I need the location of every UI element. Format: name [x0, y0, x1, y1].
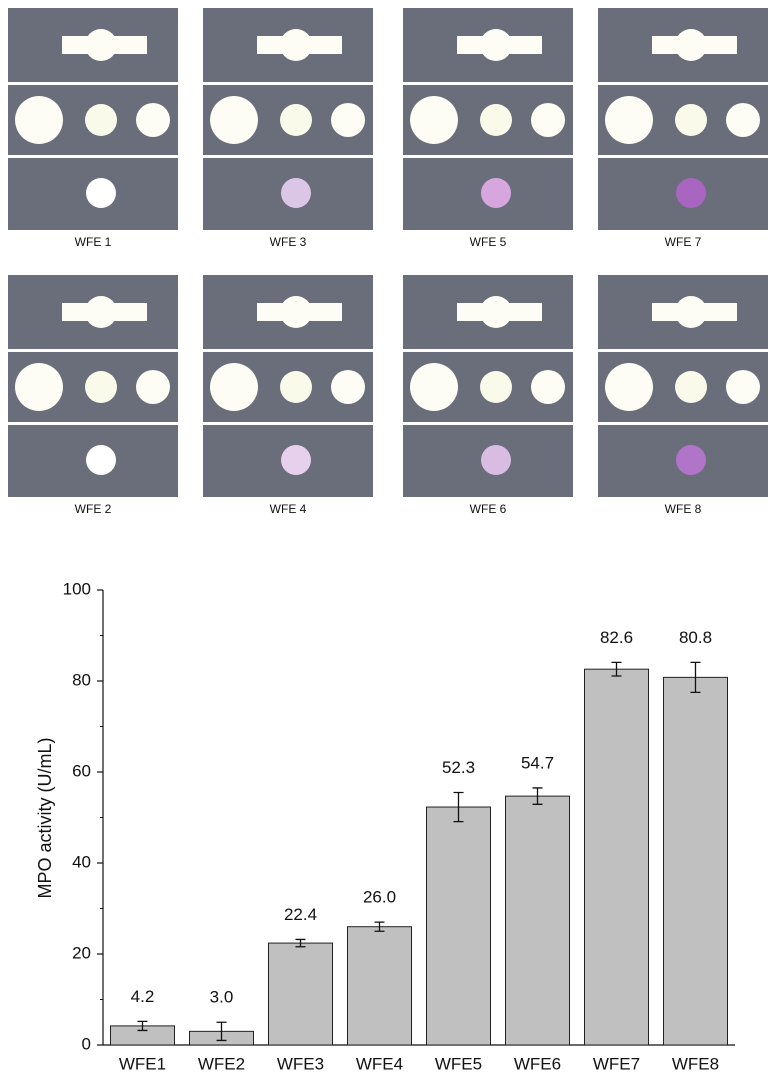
- x-tick-label: WFE6: [514, 1054, 561, 1073]
- well: [210, 96, 258, 144]
- error-bar: [532, 787, 543, 805]
- test-strip: [203, 8, 373, 230]
- reaction-well: [481, 445, 511, 475]
- reaction-well: [676, 178, 706, 208]
- reaction-well: [481, 178, 511, 208]
- well: [331, 103, 365, 137]
- value-label: 80.8: [679, 628, 712, 647]
- well: [675, 371, 707, 403]
- y-tick-label: 60: [72, 761, 91, 780]
- well: [605, 363, 653, 411]
- slot-hole: [85, 296, 117, 328]
- test-strip: [203, 275, 373, 497]
- photo-label: WFE 7: [665, 235, 702, 249]
- well: [531, 370, 565, 404]
- test-strip: [598, 275, 768, 497]
- x-tick-label: WFE8: [672, 1054, 719, 1073]
- well: [136, 103, 170, 137]
- well: [85, 104, 117, 136]
- reaction-well: [86, 445, 116, 475]
- error-bar: [690, 661, 701, 694]
- photo-label: WFE 6: [470, 502, 507, 516]
- well: [15, 363, 63, 411]
- value-label: 26.0: [363, 888, 396, 907]
- error-bar: [374, 921, 385, 932]
- well: [136, 370, 170, 404]
- well: [85, 371, 117, 403]
- x-tick-label: WFE2: [198, 1054, 245, 1073]
- bar: [347, 926, 412, 1046]
- x-tick-label: WFE7: [593, 1054, 640, 1073]
- test-strip: [8, 8, 178, 230]
- well: [726, 103, 760, 137]
- well: [605, 96, 653, 144]
- well: [726, 370, 760, 404]
- value-label: 4.2: [131, 987, 155, 1006]
- well: [675, 104, 707, 136]
- value-label: 82.6: [600, 628, 633, 647]
- photo-label: WFE 8: [665, 502, 702, 516]
- x-tick-label: WFE3: [277, 1054, 324, 1073]
- error-bar: [216, 1021, 227, 1042]
- well: [210, 363, 258, 411]
- y-tick-label: 0: [82, 1034, 91, 1053]
- y-tick-label: 40: [72, 852, 91, 871]
- slot-hole: [280, 29, 312, 61]
- error-bar: [453, 791, 464, 823]
- slot-hole: [280, 296, 312, 328]
- photo-label: WFE 3: [270, 235, 307, 249]
- slot-hole: [675, 296, 707, 328]
- value-label: 52.3: [442, 758, 475, 777]
- well: [410, 363, 458, 411]
- reaction-well: [676, 445, 706, 475]
- error-bar: [295, 938, 306, 948]
- reaction-well: [281, 445, 311, 475]
- well: [480, 371, 512, 403]
- value-label: 22.4: [284, 905, 317, 924]
- reaction-well: [281, 178, 311, 208]
- reaction-well: [86, 178, 116, 208]
- well: [280, 371, 312, 403]
- well: [15, 96, 63, 144]
- well: [280, 104, 312, 136]
- value-label: 54.7: [521, 753, 554, 772]
- test-strip: [598, 8, 768, 230]
- well: [531, 103, 565, 137]
- y-tick-label: 100: [63, 579, 91, 598]
- slot-hole: [480, 29, 512, 61]
- well: [331, 370, 365, 404]
- error-bar: [137, 1020, 148, 1032]
- bar: [426, 806, 491, 1046]
- photo-label: WFE 1: [75, 235, 112, 249]
- photo-label: WFE 2: [75, 502, 112, 516]
- photo-label: WFE 5: [470, 235, 507, 249]
- test-strip: [8, 275, 178, 497]
- x-tick-label: WFE1: [119, 1054, 166, 1073]
- bar: [584, 668, 649, 1046]
- y-tick-label: 80: [72, 670, 91, 689]
- bar: [505, 795, 570, 1046]
- well: [410, 96, 458, 144]
- slot-hole: [675, 29, 707, 61]
- x-tick-label: WFE4: [356, 1054, 403, 1073]
- error-bar: [611, 661, 622, 677]
- slot-hole: [85, 29, 117, 61]
- bar: [268, 942, 333, 1046]
- photo-label: WFE 4: [270, 502, 307, 516]
- test-strip: [403, 275, 573, 497]
- test-strip: [403, 8, 573, 230]
- slot-hole: [480, 296, 512, 328]
- x-tick-label: WFE5: [435, 1054, 482, 1073]
- well: [480, 104, 512, 136]
- value-label: 3.0: [210, 988, 234, 1007]
- y-axis-label: MPO activity (U/mL): [35, 737, 55, 898]
- bar: [663, 676, 728, 1046]
- y-tick-label: 20: [72, 943, 91, 962]
